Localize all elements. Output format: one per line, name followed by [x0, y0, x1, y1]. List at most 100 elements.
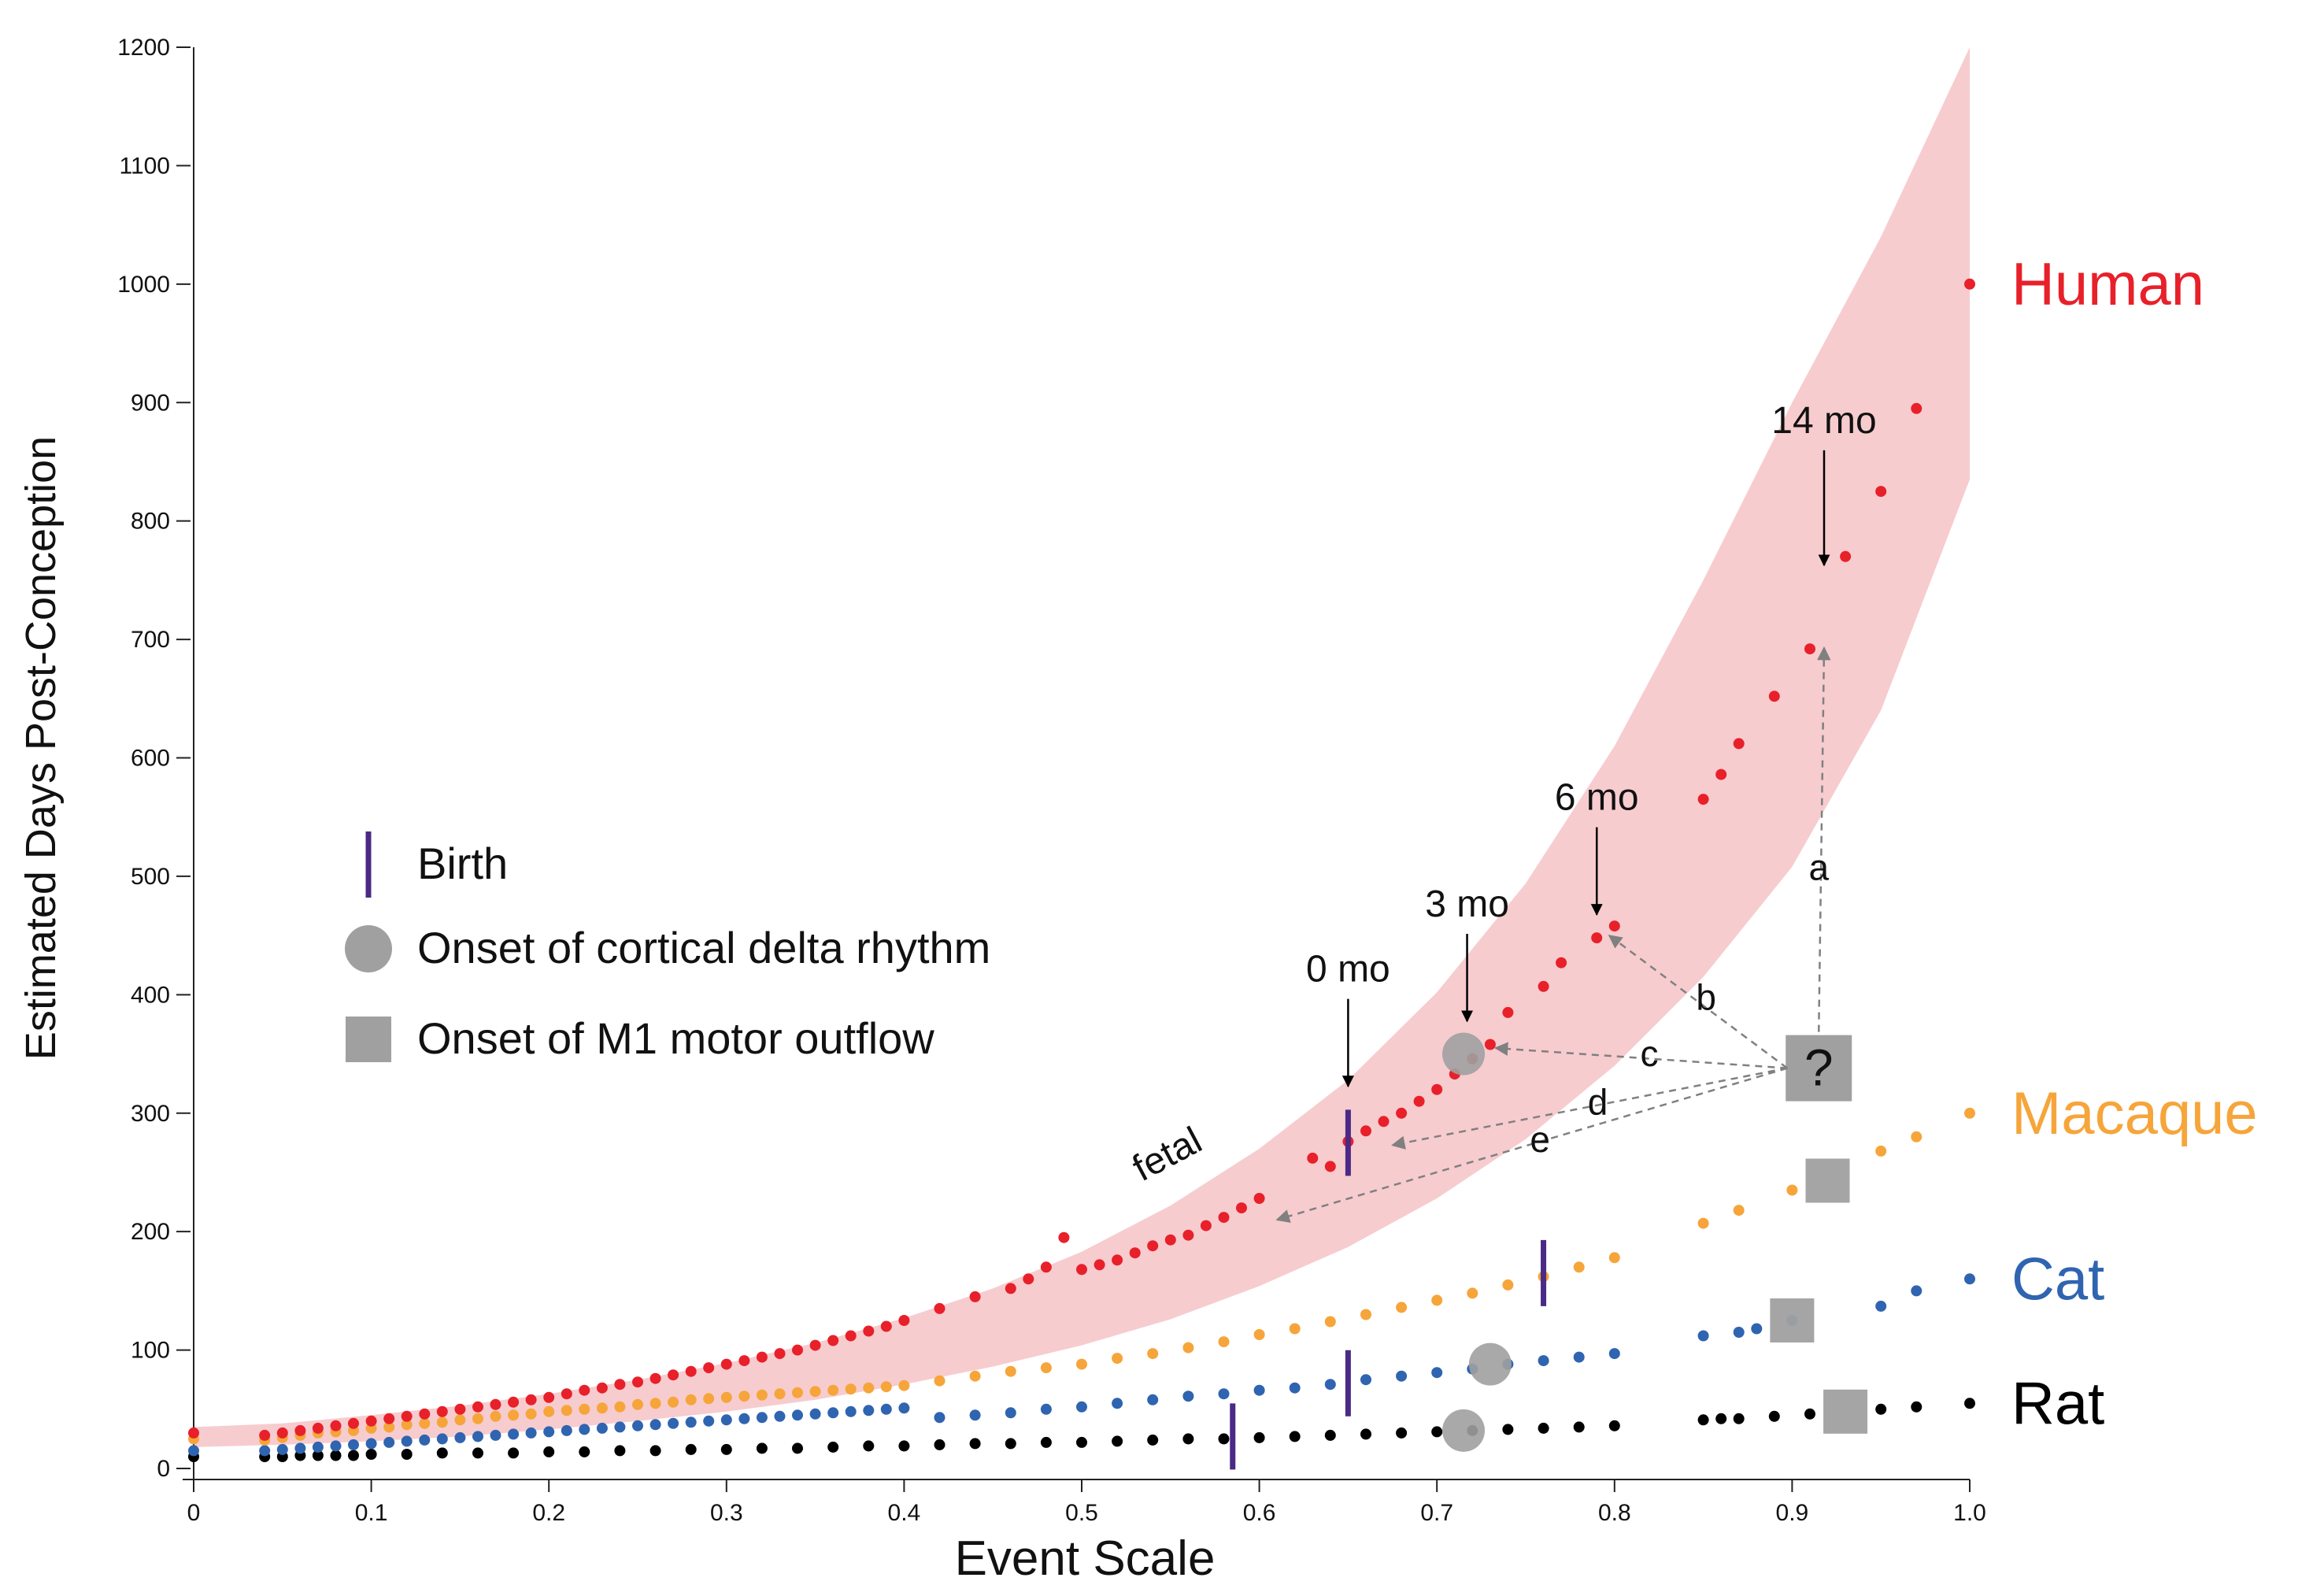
legend: Birth Onset of cortical delta rhythm Onset…: [345, 831, 990, 1063]
point-macaque: [1112, 1353, 1123, 1365]
point-rat: [969, 1438, 981, 1450]
point-macaque: [1502, 1279, 1514, 1291]
point-cat: [454, 1431, 466, 1443]
legend-m1-swatch: [346, 1017, 391, 1062]
point-human: [738, 1355, 750, 1367]
point-cat: [1911, 1285, 1922, 1297]
point-rat: [1715, 1413, 1727, 1424]
point-macaque: [632, 1398, 643, 1410]
point-cat: [188, 1445, 199, 1457]
point-cat: [1431, 1367, 1443, 1379]
candidate-label-d: d: [1588, 1081, 1608, 1122]
point-rat: [720, 1443, 732, 1455]
legend-label: Birth: [417, 839, 508, 888]
point-human: [259, 1429, 271, 1441]
point-cat: [561, 1424, 572, 1436]
point-cat: [774, 1410, 786, 1422]
point-human: [1911, 402, 1922, 414]
point-macaque: [1733, 1205, 1745, 1217]
point-cat: [1360, 1374, 1371, 1386]
point-macaque: [1964, 1107, 1975, 1119]
point-macaque: [1324, 1316, 1336, 1328]
point-cat: [1751, 1323, 1763, 1335]
point-human: [1413, 1095, 1425, 1107]
point-human: [1768, 691, 1780, 702]
point-cat: [1964, 1273, 1975, 1285]
point-human: [827, 1335, 839, 1346]
x-tick-label: 0.2: [532, 1500, 565, 1526]
point-human: [1236, 1202, 1247, 1214]
point-macaque: [738, 1391, 750, 1402]
point-cat: [1253, 1384, 1265, 1396]
point-cat: [632, 1420, 643, 1431]
point-rat: [1733, 1413, 1745, 1424]
legend-label: Onset of M1 motor outflow: [417, 1013, 934, 1063]
point-rat: [863, 1440, 875, 1452]
point-macaque: [1253, 1329, 1265, 1340]
candidate-arrow-a: [1817, 646, 1831, 1032]
point-cat: [259, 1445, 271, 1457]
point-macaque: [792, 1387, 803, 1398]
y-tick-label: 1000: [117, 272, 170, 298]
point-macaque: [880, 1381, 892, 1393]
point-cat: [330, 1440, 342, 1452]
series-label-rat: Rat: [2011, 1370, 2104, 1437]
axes: [183, 47, 1970, 1480]
point-cat: [383, 1436, 395, 1448]
point-rat: [1538, 1422, 1549, 1434]
point-macaque: [649, 1398, 661, 1409]
point-cat: [1005, 1407, 1016, 1419]
point-macaque: [1182, 1342, 1194, 1354]
point-human: [1608, 920, 1620, 932]
point-cat: [969, 1409, 981, 1421]
point-cat: [1733, 1327, 1745, 1338]
data-points: [188, 278, 1975, 1462]
m1-onset-marker-rat: [1823, 1389, 1868, 1434]
series-label-human: Human: [2011, 251, 2204, 318]
point-human: [1324, 1161, 1336, 1172]
point-cat: [365, 1438, 377, 1450]
point-cat: [436, 1433, 448, 1445]
point-human: [685, 1365, 697, 1377]
point-cat: [880, 1403, 892, 1415]
point-cat: [934, 1412, 946, 1424]
point-human: [436, 1405, 448, 1417]
point-human: [348, 1417, 359, 1429]
point-human: [1112, 1254, 1123, 1266]
age-label: 0 mo: [1306, 949, 1390, 991]
point-macaque: [596, 1402, 608, 1414]
point-human: [649, 1372, 661, 1384]
point-macaque: [472, 1413, 483, 1424]
point-human: [508, 1396, 520, 1408]
point-human: [401, 1410, 413, 1422]
point-macaque: [525, 1408, 537, 1420]
axis-ticks: 0 100 200 300 400 500 600 700 800 900 1000 1100 1200…: [117, 35, 1986, 1526]
point-macaque: [668, 1396, 679, 1408]
point-human: [525, 1394, 537, 1405]
m1-onset-marker-macaque: [1805, 1158, 1850, 1203]
event-markers: ?: [1230, 1032, 1868, 1470]
point-human: [365, 1415, 377, 1427]
point-macaque: [1573, 1261, 1585, 1273]
point-cat: [1608, 1348, 1620, 1360]
point-rat: [543, 1446, 555, 1457]
age-annotations: 0 mo 3 mo 6 mo 14 mo: [1306, 400, 1877, 1088]
point-human: [1715, 768, 1727, 780]
point-macaque: [1289, 1323, 1301, 1335]
y-tick-label: 400: [131, 982, 170, 1008]
point-cat: [720, 1414, 732, 1426]
point-human: [1218, 1212, 1230, 1224]
point-rat: [1502, 1424, 1514, 1435]
fetal-label: fetal: [1126, 1120, 1208, 1190]
point-human: [188, 1427, 199, 1439]
point-human: [1253, 1193, 1265, 1204]
candidate-label-b: b: [1696, 976, 1716, 1017]
point-rat: [1875, 1403, 1887, 1415]
point-rat: [1253, 1431, 1265, 1443]
point-human: [1040, 1261, 1052, 1273]
point-cat: [1182, 1391, 1194, 1402]
point-macaque: [508, 1409, 520, 1421]
point-human: [1378, 1116, 1390, 1128]
point-macaque: [543, 1405, 555, 1417]
point-human: [1502, 1006, 1514, 1018]
